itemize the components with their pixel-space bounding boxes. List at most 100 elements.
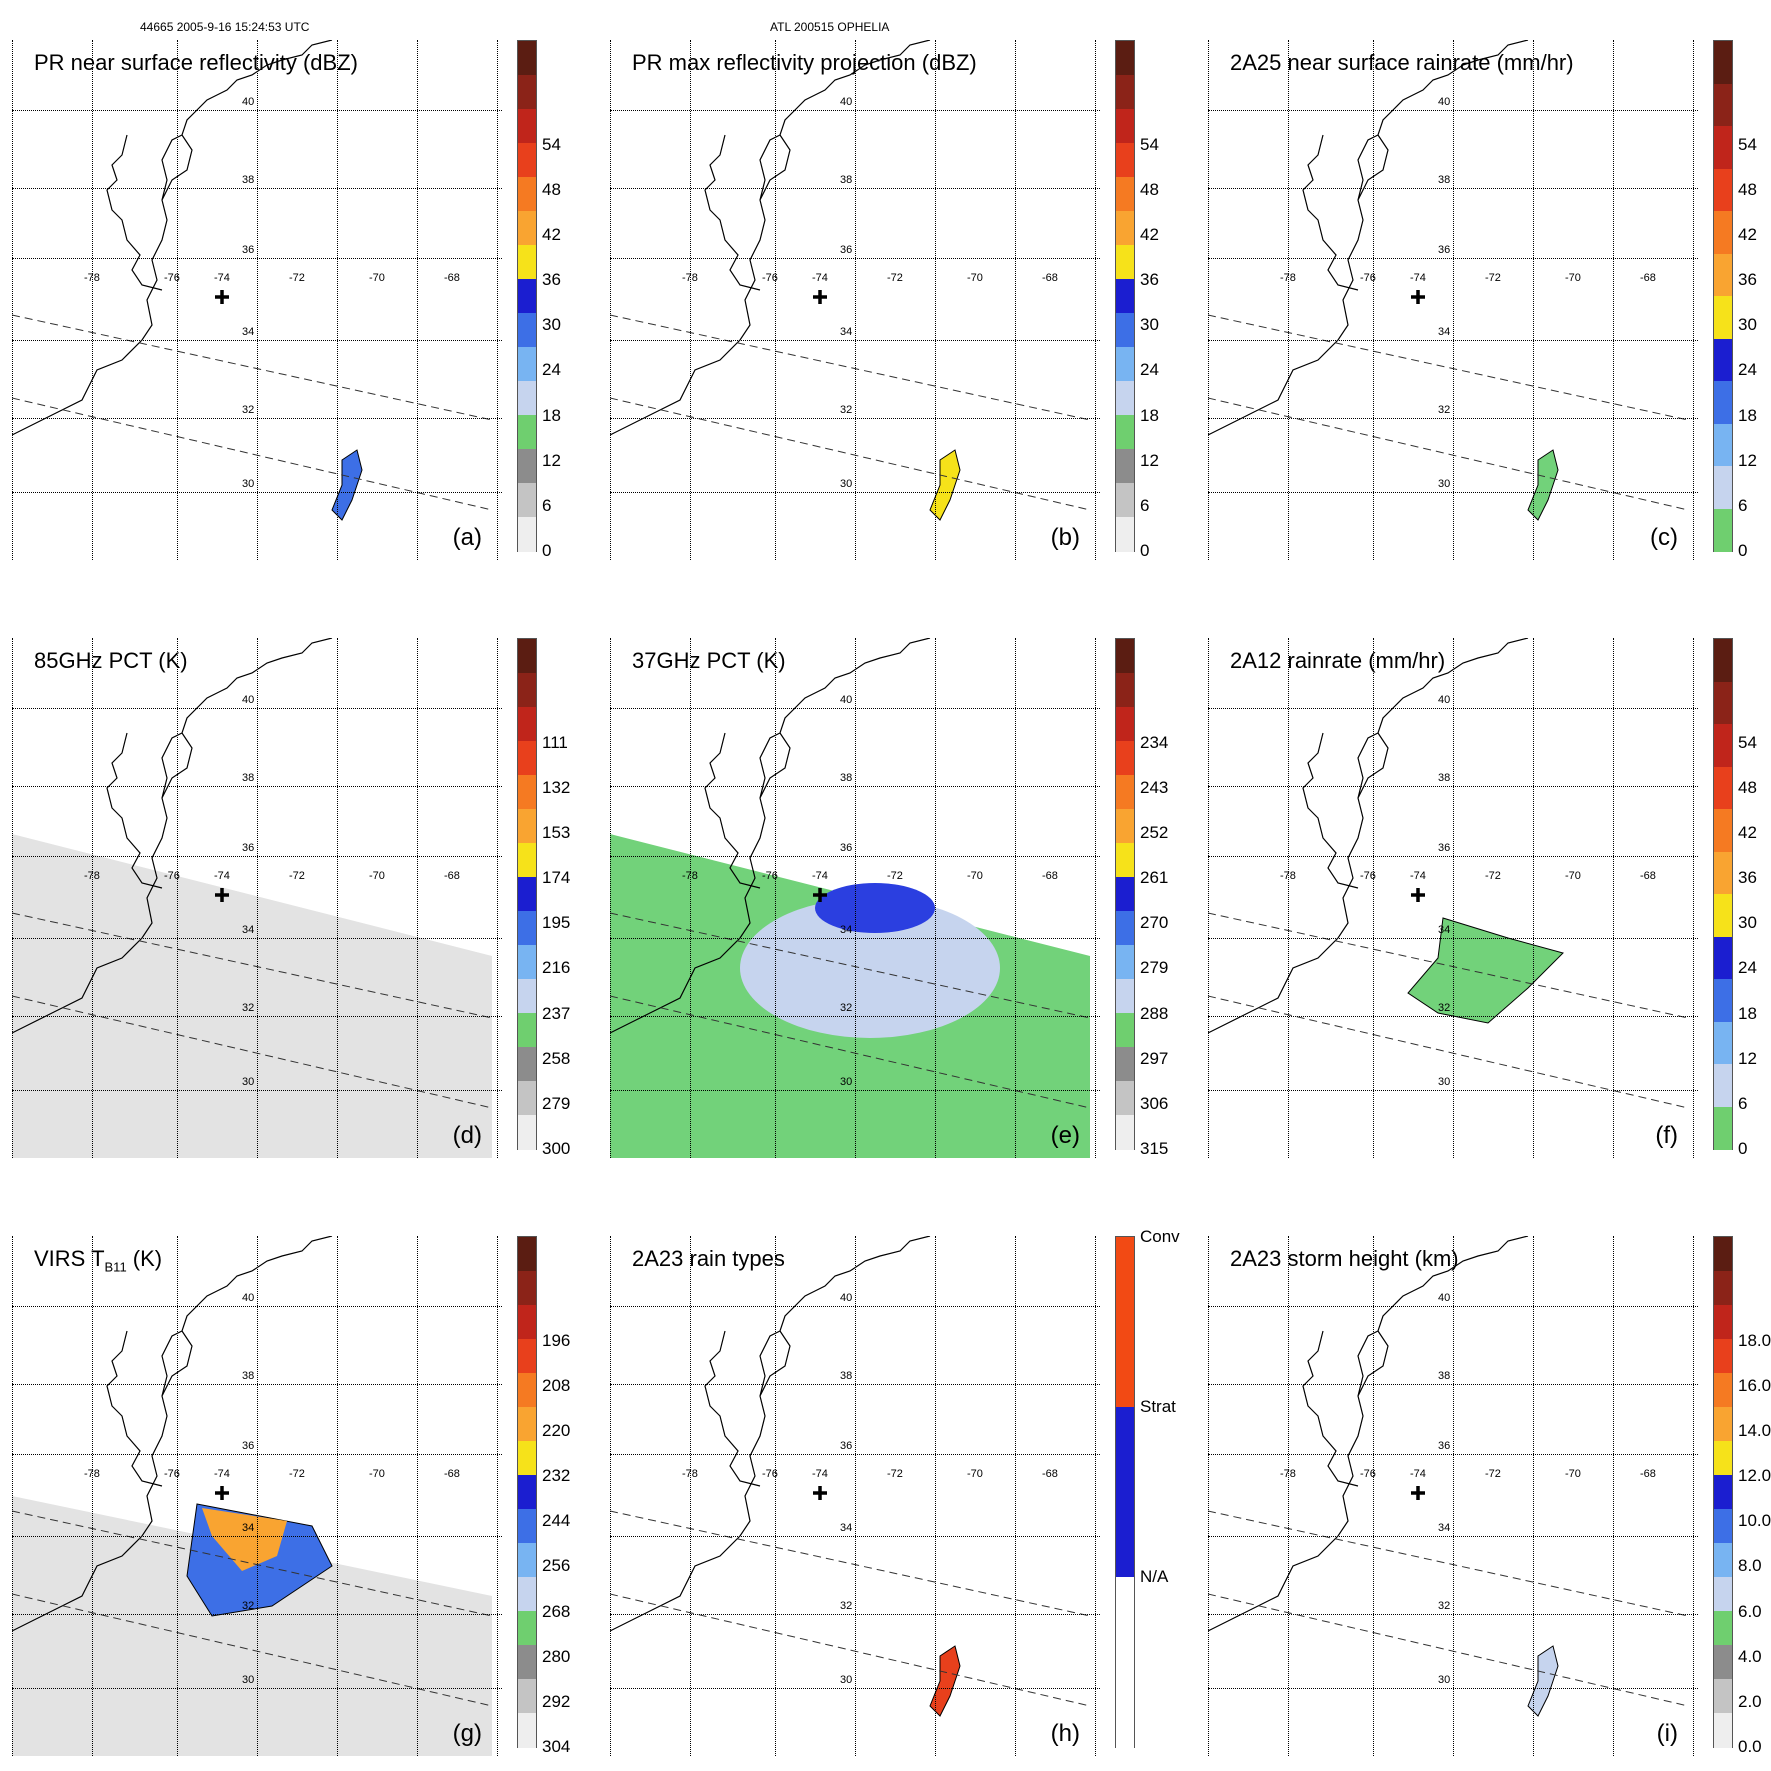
panel-letter: (g): [452, 1720, 482, 1747]
colorbar-segment: [1714, 1271, 1732, 1306]
colorbar-tick-label: 42: [1738, 225, 1757, 245]
lon-gridline: [12, 638, 13, 1158]
colorbar-segment: [518, 979, 536, 1014]
colorbar-segment: [1714, 296, 1732, 339]
colorbar-tick-label: 6: [542, 495, 552, 515]
colorbar-segment: [518, 313, 536, 348]
colorbar: 54 48 42 36 30 24 18 12 6 0: [1713, 40, 1757, 560]
lon-gridline: [177, 1236, 178, 1756]
lon-label: -76: [1360, 870, 1376, 882]
lat-label: 34: [840, 326, 853, 338]
map-a: 40 38 36 34 32 30 -78 -76 -74 -72 -70 -68: [12, 40, 502, 560]
colorbar-tick-label: 18: [542, 405, 561, 425]
map-c: 40 38 36 34 32 30 -78 -76 -74 -72 -70 -68: [1208, 40, 1698, 560]
colorbar-segment: [518, 177, 536, 212]
colorbar-tick-label: 36: [1140, 270, 1159, 290]
lon-gridline: [1533, 638, 1534, 1158]
colorbar-segment: [518, 415, 536, 450]
colorbar-tick-label: 0: [1140, 541, 1150, 560]
colorbar-tick-label: 258: [542, 1048, 571, 1068]
lon-label: -68: [444, 870, 460, 882]
colorbar-segment: [1116, 1237, 1134, 1323]
colorbar-tick-label: 42: [1738, 823, 1757, 843]
colorbar-tick-label: 14.0: [1738, 1421, 1771, 1441]
colorbar-tick-label: 24: [542, 360, 561, 380]
lon-label: -70: [369, 870, 385, 882]
colorbar-segment: [1714, 1543, 1732, 1578]
colorbar-segment: [1116, 741, 1134, 776]
lon-label: -70: [1565, 1468, 1581, 1480]
lon-label: -76: [1360, 1468, 1376, 1480]
lon-gridline: [855, 1236, 856, 1756]
colorbar-tick-label: 196: [542, 1330, 571, 1350]
colorbar-tick-label: 12: [542, 450, 561, 470]
orbit-time-header: 44665 2005-9-16 15:24:53 UTC: [140, 20, 310, 34]
lat-label: 32: [242, 1002, 255, 1014]
panel-letter: (e): [1050, 1122, 1080, 1149]
lon-label: -70: [369, 1468, 385, 1480]
storm-name-header: ATL 200515 OPHELIA: [770, 20, 890, 34]
lon-gridline: [1693, 638, 1694, 1158]
lon-gridline: [1373, 40, 1374, 560]
colorbar-segment: [1714, 423, 1732, 467]
lon-label: -76: [164, 870, 180, 882]
colorbar-tick-label: 220: [542, 1421, 571, 1441]
colorbar-segment: [1116, 75, 1134, 110]
colorbar-tick-label: Conv: [1140, 1227, 1180, 1246]
colorbar-tick-label: 315: [1140, 1139, 1169, 1158]
colorbar-segment: [1714, 1373, 1732, 1408]
panel-title: 2A23 storm height (km): [1230, 1246, 1459, 1271]
colorbar-tick-label: 48: [1738, 777, 1757, 797]
colorbar-segment: [518, 1407, 536, 1442]
lon-label: -76: [164, 1468, 180, 1480]
colorbar-segment: [1714, 1021, 1732, 1065]
lat-label: 40: [242, 96, 255, 108]
colorbar-segment: [1116, 1662, 1134, 1748]
lat-label: 30: [242, 1674, 255, 1686]
colorbar-segment: [518, 1237, 536, 1272]
colorbar-tick-label: 111: [542, 732, 568, 752]
colorbar-segment: [1714, 1713, 1732, 1748]
colorbar-tick-label: 268: [542, 1601, 571, 1621]
colorbar-segment: [1714, 1305, 1732, 1340]
colorbar-tick-label: 18.0: [1738, 1330, 1771, 1350]
colorbar-segment: [1714, 1237, 1732, 1272]
colorbar-segment: [518, 381, 536, 416]
colorbar-segment: [518, 1611, 536, 1646]
colorbar-segment: [518, 483, 536, 518]
colorbar-segment: [1714, 41, 1732, 84]
colorbar-tick-label: 36: [1738, 868, 1757, 888]
lon-gridline: [92, 1236, 93, 1756]
storm-center-marker: [813, 1486, 827, 1500]
lon-gridline: [497, 1236, 498, 1756]
colorbar-segment: [1714, 381, 1732, 424]
panel-letter: (c): [1650, 524, 1678, 551]
storm-center-marker: [215, 290, 229, 304]
colorbar-tick-label: 304: [542, 1737, 571, 1756]
colorbar-segment: [1116, 843, 1134, 878]
lon-gridline: [935, 638, 936, 1158]
lon-gridline: [775, 40, 776, 560]
colorbar-tick-label: 6.0: [1738, 1601, 1762, 1621]
colorbar-segment: [1714, 1679, 1732, 1714]
colorbar: 234 243 252 261 270 279 288 297 306 315: [1115, 638, 1168, 1158]
lat-label: 32: [840, 1002, 853, 1014]
lat-label: 30: [1438, 478, 1451, 490]
colorbar-segment: [1714, 1339, 1732, 1374]
lon-label: -70: [967, 1468, 983, 1480]
colorbar-segment: [518, 809, 536, 844]
lon-label: -72: [887, 870, 903, 882]
lat-label: 34: [1438, 326, 1451, 338]
coastline: [1208, 1236, 1529, 1632]
colorbar-segment: [1714, 126, 1732, 169]
lon-label: -74: [1410, 1468, 1426, 1480]
colorbar-segment: [1714, 253, 1732, 297]
map-d: 40 38 36 34 32 30 -78 -76 -74 -72 -70 -68: [12, 638, 502, 1158]
colorbar-tick-label: 234: [1140, 732, 1169, 752]
colorbar-segment: [1116, 1322, 1134, 1408]
colorbar-tick-label: 132: [542, 777, 571, 797]
colorbar-tick-label: 30: [1140, 315, 1159, 335]
lon-label: -72: [289, 272, 305, 284]
colorbar-tick-label: 30: [542, 315, 561, 335]
colorbar-segment: [1714, 83, 1732, 127]
